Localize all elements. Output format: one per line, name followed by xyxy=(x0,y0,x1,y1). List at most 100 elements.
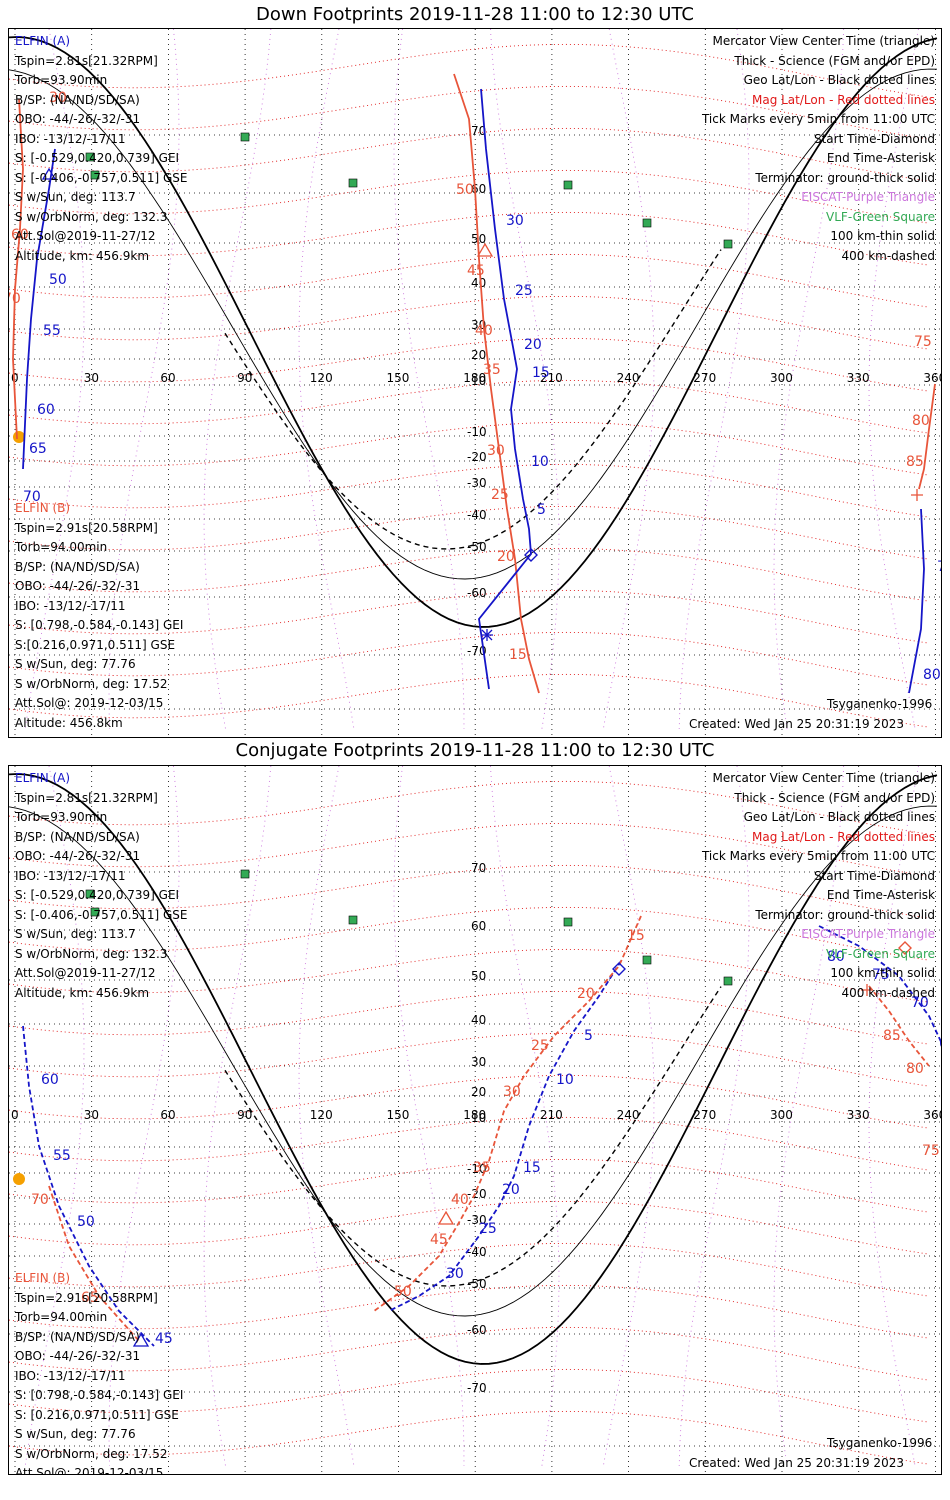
elfin-a-tick-label: 20 xyxy=(524,337,542,353)
info-line: Tspin=2.81s[21.32RPM] xyxy=(15,53,158,68)
longitude-tick-label: 210 xyxy=(540,371,563,385)
elfin-b-tick-label: 70 xyxy=(9,291,21,307)
legend-entry: EISCAT-Purple Triangle xyxy=(801,927,935,941)
map-canvas-down: 0306090120150180210240270300330360706050… xyxy=(9,29,942,737)
elfin-a-tick-label: 60 xyxy=(37,402,55,418)
info-line: Altitude, km: 456.9km xyxy=(15,248,150,263)
longitude-tick-label: 30 xyxy=(84,371,99,385)
latitude-tick-label: 20 xyxy=(471,348,486,362)
elfin-b-tick-label: 30 xyxy=(487,443,505,459)
map-canvas-conjugate: 0 30 60 90 120 150 180 210 240 270 300 330 360 70 60 50… xyxy=(9,766,942,1474)
vlf-station-square xyxy=(563,917,573,927)
terminator-ground xyxy=(9,773,938,1365)
elfin-b-tick-label: 85 xyxy=(883,1028,901,1044)
legend-entry: VLF-Green Square xyxy=(826,946,935,961)
longitude-tick-label: 0 xyxy=(11,1108,19,1122)
elfin-a-tick-label: 5 xyxy=(584,1028,593,1044)
elfin-b-tick-label: 20 xyxy=(497,549,515,565)
info-line: ELFIN (B) xyxy=(15,501,71,515)
info-line: S w/OrbNorm, deg: 132.3 xyxy=(15,946,168,961)
elfin-a-tick-label: 25 xyxy=(515,283,533,299)
longitude-tick-label: 360 xyxy=(923,1108,942,1122)
latitude-tick-label: -60 xyxy=(467,1323,487,1337)
info-line: Torb=94.00min xyxy=(15,540,108,554)
info-line: S w/OrbNorm, deg: 17.52 xyxy=(15,676,168,691)
legend-entry: Thick - Science (FGM and/or EPD) xyxy=(734,790,935,805)
longitude-tick-label: 60 xyxy=(160,1108,175,1122)
info-line: Att.Sol@2019-11-27/12 xyxy=(15,966,156,980)
latitude-tick-label: -30 xyxy=(467,476,487,490)
info-line: IBO: -13/12/-17/11 xyxy=(15,868,126,883)
legend-entry: Terminator: ground-thick solid xyxy=(755,170,935,185)
created-stamp: Created: Wed Jan 25 20:31:19 2023 xyxy=(689,717,904,731)
longitude-tick-label: 120 xyxy=(310,371,333,385)
info-line: S: [0.798,-0.584,-0.143] GEI xyxy=(15,618,184,632)
center-time-triangle xyxy=(476,242,494,257)
elfin-a-tick-label: 65 xyxy=(29,441,47,457)
elfin-b-tick-label: 75 xyxy=(922,1143,940,1159)
elfin-b-tick-label: 25 xyxy=(491,487,509,503)
elfin-b-tick-label: 15 xyxy=(627,928,645,944)
elfin-b-footprint-track-east xyxy=(918,383,936,490)
vlf-station-square xyxy=(642,218,652,228)
elfin-a-tick-label: 70 xyxy=(23,489,41,505)
info-line: B/SP: (NA/ND/SD/SA) xyxy=(15,1329,140,1344)
info-line: Altitude, km: 456.9km xyxy=(15,985,150,1000)
info-line: S: [0.798,-0.584,-0.143] GEI xyxy=(15,1388,184,1402)
legend-entry: Tick Marks every 5min from 11:00 UTC xyxy=(701,849,935,863)
terminator-400km xyxy=(224,986,722,1287)
info-line: IBO: -13/12/-17/11 xyxy=(15,131,126,146)
info-line: Torb=93.90min xyxy=(15,73,108,87)
info-line: S: [-0.406,-0.757,0.511] GSE xyxy=(15,907,188,922)
elfin-a-tick-label: 80 xyxy=(923,667,941,683)
vlf-station-square xyxy=(642,955,652,965)
info-line: S: [-0.529,0.420,0.739] GEI xyxy=(15,151,180,165)
legend-entry: 100 km-thin solid xyxy=(830,966,935,980)
legend-block: Mercator View Center Time (triangle) Thic… xyxy=(702,32,935,266)
legend-entry: Mercator View Center Time (triangle) xyxy=(712,34,935,48)
latitude-tick-label: 70 xyxy=(471,861,486,875)
info-line: Tspin=2.91s[20.58RPM] xyxy=(15,1290,158,1305)
latitude-tick-label: 60 xyxy=(471,919,486,933)
elfin-b-tick-label: 50 xyxy=(394,1284,412,1300)
elfin-b-tick-label: 45 xyxy=(467,263,485,279)
latitude-tick-label: 10 xyxy=(471,1111,486,1125)
info-line: OBO: -44/-26/-32/-31 xyxy=(15,1349,141,1363)
longitude-tick-label: 270 xyxy=(693,371,716,385)
longitude-tick-label: 240 xyxy=(617,371,640,385)
vlf-station-square xyxy=(563,180,573,190)
vlf-station-square xyxy=(90,170,100,180)
legend-entry: Start Time-Diamond xyxy=(813,868,935,883)
elfin-a-footprint-track xyxy=(478,88,532,690)
vlf-station-square xyxy=(348,915,358,925)
latitude-tick-label: 70 xyxy=(471,124,486,138)
elfin-b-tick-label: 75 xyxy=(914,334,932,350)
info-line: Att.Sol@: 2019-12-03/15 xyxy=(15,1466,164,1475)
info-line: IBO: -13/12/-17/11 xyxy=(15,1368,126,1383)
legend-entry: Mercator View Center Time (triangle) xyxy=(712,771,935,785)
vlf-station-square xyxy=(723,239,733,249)
info-line: S: [-0.529,0.420,0.739] GEI xyxy=(15,888,180,902)
info-line: Torb=93.90min xyxy=(15,810,108,824)
end-time-asterisk xyxy=(911,489,923,501)
elfin-a-tick-label: 15 xyxy=(523,1160,541,1176)
elfin-a-footprint-track-west xyxy=(22,148,56,470)
elfin-b-footprint-track xyxy=(453,73,540,694)
latitude-tick-label: 30 xyxy=(471,318,486,332)
latitude-tick-label: 40 xyxy=(471,276,486,290)
legend-entry: Thick - Science (FGM and/or EPD) xyxy=(734,53,935,68)
legend-entry: Mag Lat/Lon - Red dotted lines xyxy=(751,829,935,844)
model-label: Tsyganenko-1996 xyxy=(827,1436,933,1450)
elfin-a-tick-label: 80 xyxy=(827,949,845,965)
elfin-a-tick-label: 10 xyxy=(556,1072,574,1088)
longitude-tick-label: 30 xyxy=(84,1108,99,1122)
elfin-a-tick-label: 10 xyxy=(531,454,549,470)
latitude-tick-label: 30 xyxy=(471,1055,486,1069)
longitude-tick-label: 120 xyxy=(310,1108,333,1122)
longitude-tick-label: 360 xyxy=(923,371,942,385)
info-line: IBO: -13/12/-17/11 xyxy=(15,598,126,613)
elfin-a-tick-label: 75 xyxy=(872,967,890,983)
info-line: ELFIN (A) xyxy=(15,34,71,48)
elfin-a-tick-label: 55 xyxy=(53,1148,71,1164)
elfin-a-tick-label: 30 xyxy=(506,213,524,229)
